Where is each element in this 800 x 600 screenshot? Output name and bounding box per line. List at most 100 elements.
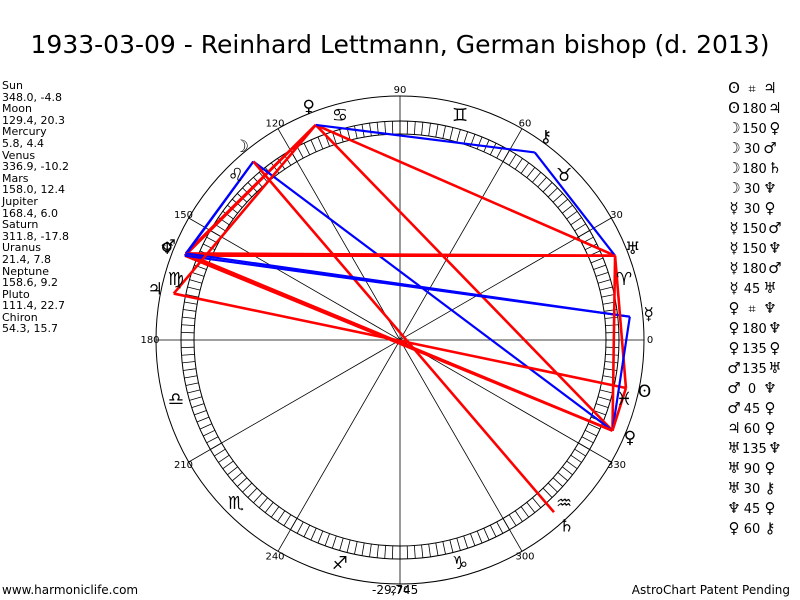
degree-tick bbox=[557, 198, 569, 208]
aspect-planet-b-icon: ♆ bbox=[768, 239, 782, 257]
degree-label: 120 bbox=[265, 118, 284, 129]
degree-tick bbox=[191, 403, 205, 409]
aspect-type: 30 bbox=[743, 482, 761, 497]
degree-tick bbox=[595, 271, 609, 277]
planet-venus-name: Venus bbox=[2, 148, 36, 162]
degree-tick bbox=[605, 353, 619, 356]
planet-positions-list: Sun 348.0, -4.8 Moon 129.4, 20.3 Mercury… bbox=[2, 80, 69, 335]
degree-tick bbox=[442, 125, 446, 139]
aspect-line bbox=[314, 124, 614, 432]
degree-tick bbox=[603, 368, 617, 371]
degree-tick bbox=[570, 217, 582, 226]
aspect-line bbox=[613, 255, 628, 389]
degree-tick bbox=[183, 309, 197, 312]
aspect-row: ♂135♅ bbox=[726, 358, 783, 378]
aspect-planet-b-icon: ♆ bbox=[768, 439, 782, 457]
planet-icon: ☽ bbox=[234, 137, 249, 157]
degree-tick bbox=[593, 410, 606, 416]
zodiac-sign-icon: ♎ bbox=[168, 389, 184, 410]
zodiac-sign-icon: ♏ bbox=[228, 493, 244, 514]
aspect-planet-a-icon: ♂ bbox=[727, 359, 741, 377]
aspect-row: ☿ 150♂ bbox=[726, 218, 783, 238]
aspect-row: ☿ 45 ♅ bbox=[726, 278, 783, 298]
degree-tick bbox=[449, 127, 454, 141]
degree-label: 300 bbox=[515, 552, 534, 563]
degree-tick bbox=[182, 316, 196, 319]
degree-tick bbox=[562, 204, 573, 214]
planet-mars-name: Mars bbox=[2, 171, 29, 185]
degree-tick bbox=[242, 482, 253, 493]
degree-label: 240 bbox=[265, 552, 284, 563]
degree-tick bbox=[421, 122, 424, 136]
aspect-planet-b-icon: ⚷ bbox=[764, 479, 776, 497]
aspect-type: 45 bbox=[743, 282, 761, 297]
aspect-line bbox=[252, 160, 614, 432]
aspect-line bbox=[184, 124, 317, 257]
degree-tick bbox=[296, 146, 304, 159]
degree-tick bbox=[566, 210, 578, 220]
aspect-planet-b-icon: ♀ bbox=[769, 339, 781, 357]
aspect-row: ☿ 30 ♀ bbox=[726, 198, 783, 218]
aspect-planet-a-icon: ♀ bbox=[728, 319, 740, 337]
degree-tick bbox=[185, 294, 199, 298]
aspect-row: ʘ ⌗ ♃ bbox=[726, 78, 783, 98]
aspect-row: ☽ 30 ♂ bbox=[726, 138, 783, 158]
degree-tick bbox=[376, 544, 379, 558]
aspect-type: 135 bbox=[742, 442, 767, 457]
degree-tick bbox=[604, 361, 618, 364]
planet-icon: ♅ bbox=[625, 239, 640, 259]
aspect-planet-b-icon: ♆ bbox=[763, 299, 777, 317]
degree-label: 270 bbox=[390, 585, 409, 596]
zodiac-sign-icon: ♐ bbox=[332, 553, 348, 574]
aspect-row: ☽ 30 ♆ bbox=[726, 178, 783, 198]
zodiac-sign-icon: ♒ bbox=[556, 493, 572, 514]
degree-tick bbox=[542, 182, 553, 193]
degree-tick bbox=[317, 530, 324, 544]
degree-tick bbox=[428, 123, 431, 137]
degree-label: 30 bbox=[610, 210, 623, 221]
degree-label: 180 bbox=[140, 335, 159, 346]
degree-tick bbox=[566, 460, 578, 470]
degree-tick bbox=[532, 497, 542, 509]
aspect-planet-a-icon: ☿ bbox=[729, 199, 739, 217]
aspect-planet-a-icon: ♅ bbox=[727, 459, 741, 477]
planet-icon: ♂ bbox=[161, 236, 176, 256]
zodiac-sign-icon: ♊ bbox=[452, 105, 468, 126]
zodiac-sign-icon: ♌ bbox=[228, 165, 244, 186]
degree-tick bbox=[463, 131, 469, 145]
planet-icon: ☿ bbox=[644, 305, 654, 325]
aspect-type: 135 bbox=[742, 342, 767, 357]
footer-website: www.harmoniclife.com bbox=[2, 583, 139, 597]
aspect-line bbox=[315, 123, 616, 257]
degree-tick bbox=[253, 492, 263, 504]
degree-tick bbox=[435, 124, 439, 138]
degree-tick bbox=[508, 154, 517, 166]
aspect-planet-b-icon: ♀ bbox=[769, 119, 781, 137]
degree-tick bbox=[526, 502, 536, 513]
degree-tick bbox=[181, 353, 195, 356]
aspect-type: 180 bbox=[742, 102, 767, 117]
planet-jupiter-name: Jupiter bbox=[2, 194, 38, 208]
planet-icon: ♃ bbox=[147, 280, 162, 300]
degree-tick bbox=[581, 436, 594, 444]
footer-value: -29,745 bbox=[372, 583, 419, 597]
aspect-lines bbox=[172, 123, 631, 514]
aspect-row: ♀ 135 ♀ bbox=[726, 338, 783, 358]
aspect-row: ☽150 ♀ bbox=[726, 118, 783, 138]
planet-chiron-name: Chiron bbox=[2, 310, 38, 324]
degree-tick bbox=[476, 530, 483, 544]
aspect-type: 30 bbox=[743, 182, 761, 197]
degree-tick bbox=[346, 539, 351, 553]
degree-tick bbox=[588, 423, 601, 430]
degree-tick bbox=[191, 271, 205, 277]
degree-tick bbox=[449, 539, 454, 553]
degree-tick bbox=[456, 129, 461, 143]
degree-tick bbox=[296, 521, 304, 534]
zodiac-sign-icon: ♉ bbox=[556, 165, 572, 186]
degree-tick bbox=[489, 142, 497, 156]
planet-sun-name: Sun bbox=[2, 79, 23, 92]
aspect-line bbox=[611, 387, 628, 432]
aspect-type: 30 bbox=[743, 142, 761, 157]
aspect-row: ♀ 60 ⚷ bbox=[726, 518, 783, 538]
degree-label: 0 bbox=[647, 335, 653, 346]
